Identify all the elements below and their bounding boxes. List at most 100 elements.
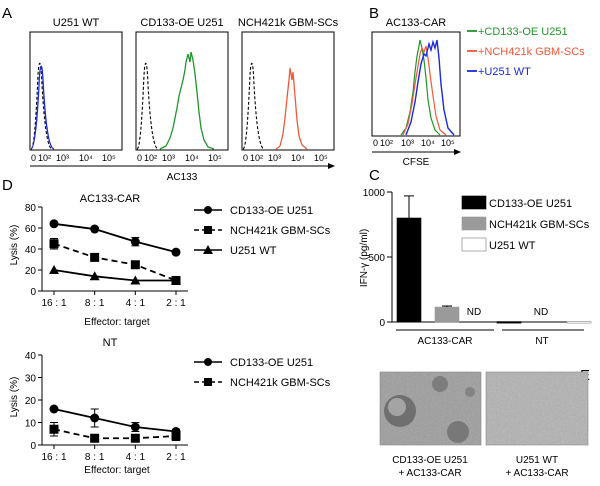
cell-cluster	[465, 387, 475, 397]
tick-label: 10⁴	[291, 153, 305, 163]
data-point-square	[130, 260, 140, 270]
panel-b-curve-cd133	[400, 39, 441, 136]
y-tick-label: 40	[25, 351, 37, 362]
panel-b-histogram: AC133-CAR 0 10² 10³ 10⁴ 10⁵ CFSE	[371, 17, 461, 168]
bar	[434, 306, 460, 323]
legend-label: U251 WT	[230, 245, 277, 257]
panel-a-1-title: U251 WT	[53, 17, 100, 29]
data-point-square	[90, 433, 100, 443]
data-point-circle	[49, 219, 59, 229]
data-point-square	[49, 424, 59, 434]
legend-label-cd133: +CD133-OE U251	[478, 26, 568, 38]
panel-b-frame	[371, 31, 461, 137]
tick-label: 0	[137, 153, 142, 163]
series-line	[53, 269, 176, 282]
panel-d2-plot: 0 10 20 30 40 16 : 1 8 : 1 4 : 1 2 : 1	[25, 351, 188, 463]
panel-b-legend: +CD133-OE U251 +NCH421k GBM-SCs +U251 WT	[467, 26, 585, 78]
cell-cluster	[388, 398, 406, 416]
caption-left-line2: + AC133-CAR	[398, 468, 461, 479]
x-tick-label: 8 : 1	[85, 452, 105, 463]
data-point-square	[171, 431, 181, 441]
legend-label: CD133-OE U251	[230, 205, 313, 217]
x-tick-label: 2 : 1	[166, 452, 186, 463]
tick-label: 0	[31, 153, 36, 163]
panel-d-chart-nt: NT Lysis (%) Effector: target 0 10 20 30 40 1…	[9, 337, 188, 476]
panel-d-chart-car: AC133-CAR Lysis (%) Effector: target 0 20…	[9, 193, 188, 328]
legend-marker-circle	[204, 206, 212, 214]
panel-d1-ylabel: Lysis (%)	[9, 225, 20, 266]
panel-c-y-ticks: 0 500 1000	[363, 188, 392, 329]
x-tick-label: 16 : 1	[41, 298, 66, 309]
panel-c-bars	[396, 195, 592, 324]
panel-label-d: D	[2, 177, 13, 194]
y-tick-label: 0	[30, 441, 36, 452]
panel-b-xlabel: CFSE	[403, 157, 430, 168]
panel-a-1-frame	[29, 31, 123, 151]
panel-a-histogram-2: CD133-OE U251 0 10² 10³ 10⁴ 10⁵	[135, 17, 229, 163]
panel-a-3-x-ticks: 0 10² 10³ 10⁴ 10⁵	[243, 153, 328, 163]
caption-left-line1: CD133-OE U251	[392, 455, 468, 466]
panel-d-legend-car: CD133-OE U251 NCH421k GBM-SCs U251 WT	[194, 205, 331, 257]
tick-label: 10⁵	[314, 153, 328, 163]
panel-d2-ylabel: Lysis (%)	[9, 377, 20, 418]
tick-label: 10²	[380, 138, 393, 148]
x-tick-label: 2 : 1	[166, 298, 186, 309]
y-tick-label: 10	[25, 419, 37, 430]
tick-label: 10⁵	[208, 153, 222, 163]
tick-label: 10³	[268, 153, 281, 163]
legend-marker-square	[204, 226, 212, 234]
data-point-square	[90, 252, 100, 262]
panel-c-ylabel: IFN-γ (pg/ml)	[359, 229, 370, 287]
bar	[566, 321, 592, 324]
legend-marker-circle	[204, 358, 212, 366]
x-tick-label: 4 : 1	[126, 452, 146, 463]
legend-label: NCH421k GBM-SCs	[230, 377, 331, 389]
bar	[396, 217, 422, 323]
panel-d2-xlabel: Effector: target	[84, 465, 150, 476]
panel-a-2-frame	[135, 31, 229, 151]
data-point-triangle	[130, 275, 141, 285]
data-point-triangle	[171, 275, 181, 285]
micrograph-texture	[486, 372, 588, 445]
x-tick-label: 16 : 1	[41, 452, 66, 463]
panel-a-3-title: NCH421k GBM-SCs	[238, 17, 339, 29]
data-point-circle	[49, 404, 59, 414]
tick-label: 10⁴	[79, 153, 93, 163]
tick-label: 10²	[144, 153, 157, 163]
panel-b-x-ticks: 0 10² 10³ 10⁴ 10⁵	[373, 138, 455, 148]
tick-label: 10²	[250, 153, 263, 163]
legend-swatch	[461, 216, 487, 231]
y-tick-label: 1000	[363, 188, 386, 199]
y-tick-label: 500	[368, 253, 385, 264]
panel-label-a: A	[2, 5, 12, 22]
panel-a-3-isotype-curve	[242, 62, 265, 150]
nd-annotation: ND	[534, 307, 548, 318]
legend-label: CD133-OE U251	[489, 198, 572, 210]
panel-b-curve-nch421k	[402, 45, 447, 136]
legend-marker-square	[204, 378, 212, 386]
data-point-triangle	[89, 271, 100, 281]
panel-a-3-frame	[241, 31, 335, 151]
x-tick-label: 8 : 1	[85, 298, 105, 309]
tick-label: 10⁴	[421, 138, 435, 148]
panel-b-title: AC133-CAR	[386, 17, 447, 29]
panel-e-image-left	[379, 371, 482, 446]
panel-a-2-isotype-curve	[136, 62, 159, 150]
cell-cluster	[432, 376, 448, 392]
data-point-circle	[130, 422, 140, 432]
legend-label: NCH421k GBM-SCs	[230, 225, 331, 237]
nd-annotation: ND	[467, 307, 481, 318]
panel-a-3-sample-curve	[275, 67, 308, 150]
tick-label: 0	[243, 153, 248, 163]
tick-label: 10³	[56, 153, 69, 163]
caption-right-line2: + AC133-CAR	[505, 468, 568, 479]
series-line	[53, 222, 177, 254]
data-point-square	[130, 433, 140, 443]
legend-swatch	[461, 195, 487, 210]
legend-label: NCH421k GBM-SCs	[489, 219, 590, 231]
data-point-circle	[171, 247, 181, 257]
legend-label-u251: +U251 WT	[478, 66, 531, 78]
y-tick-label: 30	[25, 374, 37, 385]
legend-label-nch421k: +NCH421k GBM-SCs	[478, 46, 585, 58]
